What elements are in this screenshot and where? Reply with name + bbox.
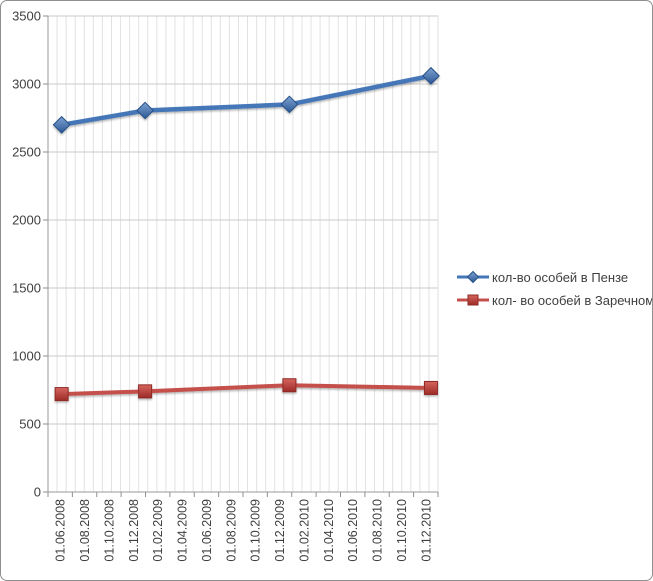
x-axis-label: 01.02.2010 [297,499,311,562]
x-axis-label: 01.10.2009 [249,499,263,562]
x-axis-label: 01.12.2009 [273,499,287,562]
x-axis-label: 01.08.2010 [371,499,385,562]
legend-swatch-zarechny [457,294,489,306]
y-axis-label: 3000 [12,77,41,92]
y-axis-label: 2000 [12,213,41,228]
x-axis-label: 01.04.2009 [176,499,190,562]
series-marker [54,387,69,402]
y-axis-label: 3500 [12,9,41,24]
legend-entry-zarechny: кол- во особей в Заречном [457,292,653,308]
y-axis-label: 2500 [12,145,41,160]
x-axis-label: 01.12.2008 [127,499,141,562]
legend-label-penza: кол-во особей в Пензе [492,269,629,285]
legend: кол-во особей в Пензе кол- во особей в З… [457,269,653,308]
x-axis-label: 01.12.2010 [419,499,433,562]
series-marker [138,384,153,399]
y-axis-label: 1000 [12,349,41,364]
series-marker [136,101,155,120]
x-axis-label: 01.08.2009 [224,499,238,562]
series-line [59,73,434,128]
y-axis-label: 0 [34,485,41,500]
x-axis-label: 01.06.2009 [200,499,214,562]
y-axis-label: 1500 [12,281,41,296]
legend-entry-penza: кол-во особей в Пензе [457,269,652,285]
series-marker [423,380,438,395]
x-axis-label: 01.10.2010 [395,499,409,562]
legend-swatch-marker [467,294,479,306]
series-zarechny [54,378,438,402]
legend-swatch-penza [457,270,489,284]
legend-swatch-marker [466,270,480,284]
series-line [59,383,433,397]
series-marker [280,95,299,114]
series-marker [282,378,297,393]
x-axis-label: 01.02.2009 [151,499,165,562]
x-axis-label: 01.04.2010 [322,499,336,562]
x-axis-label: 01.08.2008 [78,499,92,562]
x-axis-label: 01.06.2010 [346,499,360,562]
y-axis-label: 500 [19,417,41,432]
legend-label-zarechny: кол- во особей в Заречном [492,292,653,308]
series-penza [52,66,440,134]
x-axis-label: 01.06.2008 [54,499,68,562]
series-marker [422,66,440,85]
x-axis-label: 01.10.2008 [102,499,116,562]
series-marker [52,115,71,134]
